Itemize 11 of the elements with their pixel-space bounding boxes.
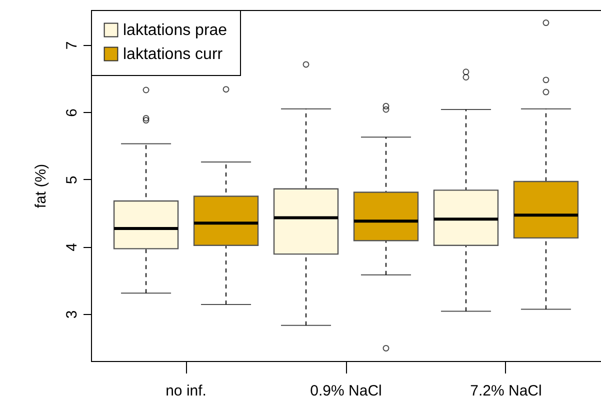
y-tick-label: 7 bbox=[64, 41, 80, 50]
x-tick-label: 0.9% NaCl bbox=[310, 382, 382, 400]
y-tick-label: 6 bbox=[64, 108, 80, 117]
y-tick-label: 4 bbox=[64, 243, 80, 252]
legend-label: laktations prae bbox=[123, 22, 228, 39]
x-tick-label: no inf. bbox=[166, 382, 206, 400]
legend-label: laktations curr bbox=[123, 46, 224, 63]
y-tick-label: 5 bbox=[64, 176, 80, 184]
y-tick-label: 3 bbox=[64, 310, 80, 319]
y-axis-title: fat (%) bbox=[32, 164, 50, 208]
x-tick-label: 7.2% NaCl bbox=[470, 382, 542, 400]
